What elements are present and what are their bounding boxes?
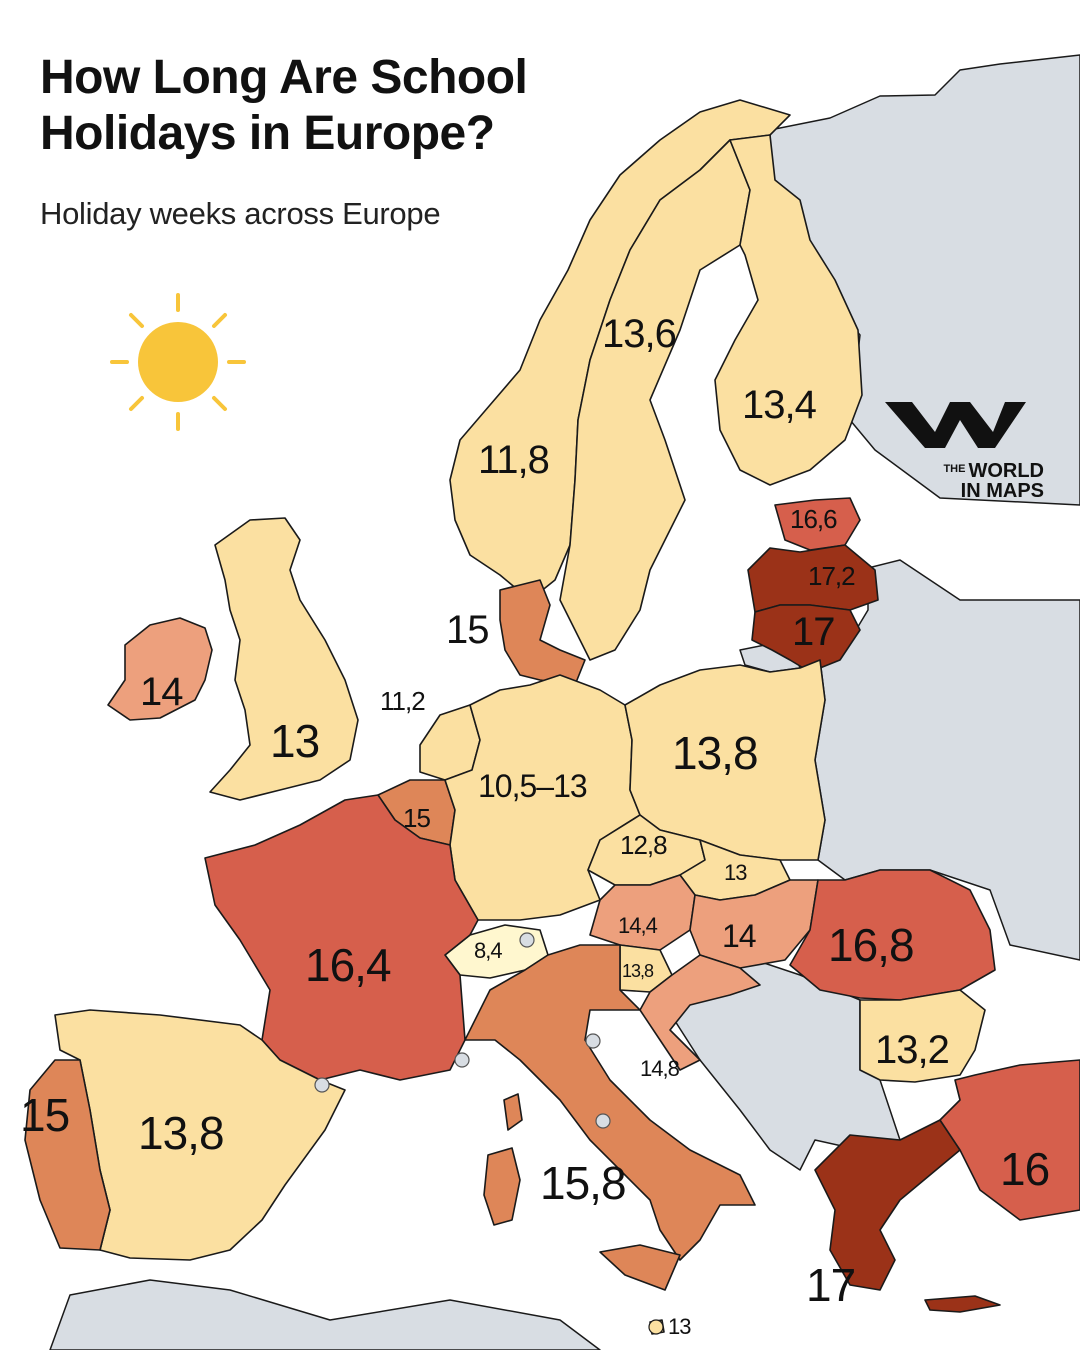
label-austria: 14,4 xyxy=(618,913,658,938)
page-title: How Long Are School Holidays in Europe? xyxy=(40,51,528,160)
label-germany: 10,5–13 xyxy=(478,768,588,804)
region-sicily xyxy=(599,1244,681,1291)
city-dots xyxy=(314,932,664,1335)
label-netherlands: 11,2 xyxy=(380,686,426,716)
city-dot xyxy=(454,1052,470,1068)
region-sweden xyxy=(559,139,751,661)
brand-line-2: IN MAPS xyxy=(960,480,1044,502)
non-covered-land xyxy=(49,54,1080,1350)
label-greece: 17 xyxy=(806,1259,856,1311)
brand-line-1: THE WORLD xyxy=(943,458,1044,482)
brand-the: THE xyxy=(943,463,966,475)
region-lithuania xyxy=(751,604,861,673)
region-finland xyxy=(714,134,863,486)
region-turkey xyxy=(939,1059,1080,1221)
region-crete xyxy=(924,1295,1001,1313)
region-estonia xyxy=(774,497,861,551)
region-corsica xyxy=(503,1093,523,1131)
countries xyxy=(24,99,1080,1335)
page-subtitle: Holiday weeks across Europe xyxy=(40,196,441,231)
label-switzerland: 8,4 xyxy=(474,938,503,963)
label-czechia: 12,8 xyxy=(620,830,668,860)
region-france xyxy=(204,794,479,1081)
region-sardinia xyxy=(483,1147,521,1226)
label-slovenia: 13,8 xyxy=(622,961,654,981)
region-netherlands xyxy=(419,704,481,781)
label-uk: 13 xyxy=(270,715,320,767)
label-poland: 13,8 xyxy=(672,727,759,779)
world-in-maps-logo-icon xyxy=(885,402,1026,448)
label-slovakia: 13 xyxy=(724,860,748,885)
north-africa-region xyxy=(49,1279,601,1350)
label-turkey: 16 xyxy=(1000,1143,1050,1195)
label-sweden: 13,6 xyxy=(602,312,677,356)
label-croatia: 14,8 xyxy=(640,1056,680,1081)
label-italy: 15,8 xyxy=(540,1157,627,1209)
city-dot xyxy=(595,1113,611,1129)
label-portugal: 15 xyxy=(20,1089,70,1141)
label-latvia: 17,2 xyxy=(808,561,856,591)
region-croatia xyxy=(639,954,761,1071)
region-italy xyxy=(464,944,756,1261)
region-germany xyxy=(444,674,641,921)
city-dot xyxy=(519,932,535,948)
label-denmark: 15 xyxy=(446,608,489,652)
city-dot xyxy=(314,1077,330,1093)
label-romania: 16,8 xyxy=(828,919,915,971)
region-denmark xyxy=(499,579,586,686)
label-estonia: 16,6 xyxy=(790,504,838,534)
malta-marker xyxy=(648,1319,664,1335)
brand-wordmark: THE WORLD IN MAPS xyxy=(880,392,1060,502)
region-ireland xyxy=(107,617,213,721)
brand-world: WORLD xyxy=(968,460,1044,482)
region-uk xyxy=(209,517,359,801)
sun-icon xyxy=(110,293,246,431)
label-lithuania: 17 xyxy=(792,610,835,654)
label-belgium: 15 xyxy=(403,803,431,833)
label-hungary: 14 xyxy=(722,918,757,954)
label-ireland: 14 xyxy=(140,670,183,714)
label-france: 16,4 xyxy=(305,939,392,991)
region-bulgaria xyxy=(859,989,986,1083)
region-portugal xyxy=(24,1059,111,1251)
label-malta: 13 xyxy=(668,1314,692,1339)
city-dot xyxy=(585,1033,601,1049)
label-norway: 11,8 xyxy=(478,438,550,482)
region-romania xyxy=(789,869,996,1001)
label-finland: 13,4 xyxy=(742,383,817,427)
label-spain: 13,8 xyxy=(138,1107,225,1159)
label-bulgaria: 13,2 xyxy=(875,1028,950,1072)
